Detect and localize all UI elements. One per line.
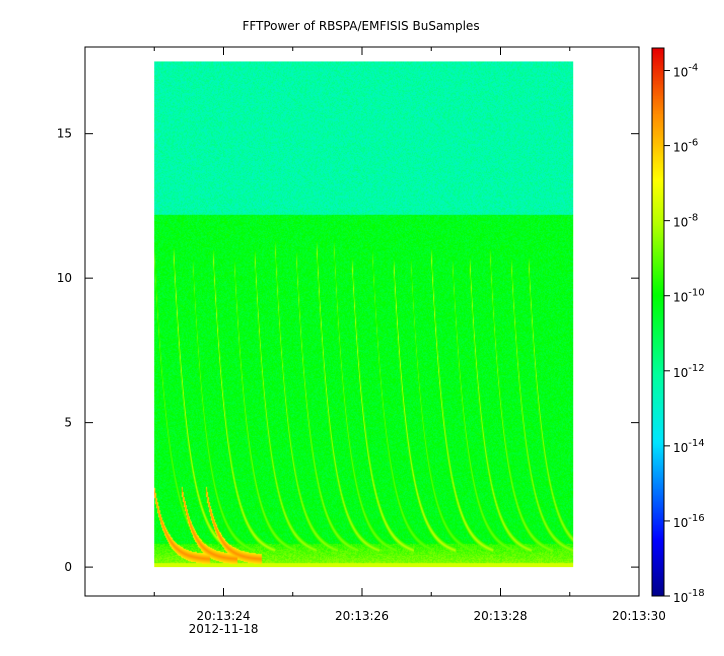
colorbar-tick-label: 10-14: [673, 438, 705, 455]
y-tick-label: 10: [57, 271, 72, 285]
chart-title: FFTPower of RBSPA/EMFISIS BuSamples: [242, 19, 479, 33]
x-tick-label: 20:13:26: [335, 609, 389, 623]
colorbar-tick-label: 10-18: [673, 588, 705, 605]
y-tick-label: 0: [64, 560, 72, 574]
x-tick-sublabel: 2012-11-18: [189, 622, 259, 636]
y-tick-label: 15: [57, 127, 72, 141]
colorbar: [652, 48, 664, 596]
spectrogram-heatmap: [154, 61, 574, 568]
colorbar-tick-label: 10-10: [673, 288, 705, 305]
y-axis: 0 5 10 15: [57, 127, 639, 574]
colorbar-tick-label: 10-4: [673, 63, 698, 80]
y-tick-label: 5: [64, 416, 72, 430]
colorbar-tick-label: 10-6: [673, 138, 698, 155]
colorbar-tick-label: 10-16: [673, 513, 705, 530]
x-tick-label: 20:13:28: [474, 609, 528, 623]
colorbar-frame: [651, 47, 665, 597]
x-tick-label: 20:13:30: [612, 609, 666, 623]
colorbar-tick-label: 10-12: [673, 363, 705, 380]
colorbar-axis: 10-4 10-6 10-8 10-10 10-12 10-14 10-16 10-18: [664, 63, 705, 605]
colorbar-tick-label: 10-8: [673, 213, 698, 230]
x-tick-label: 20:13:24: [197, 609, 251, 623]
